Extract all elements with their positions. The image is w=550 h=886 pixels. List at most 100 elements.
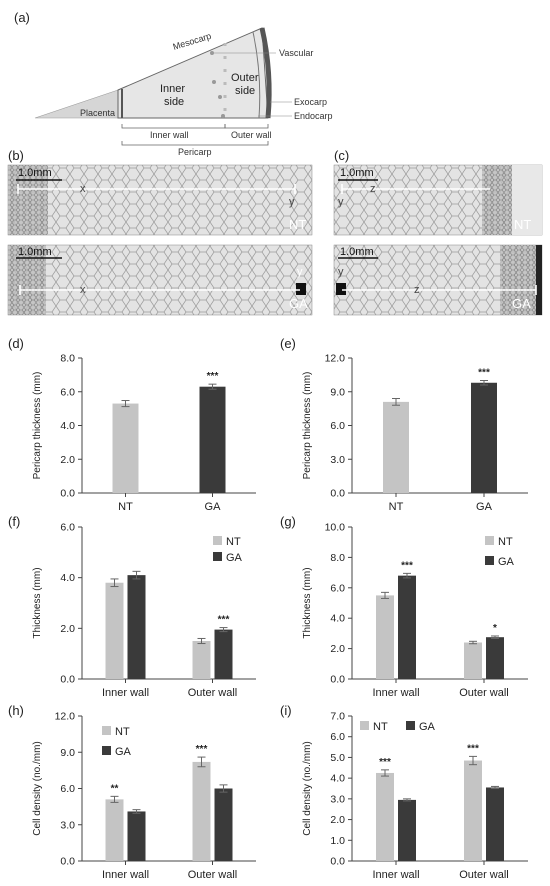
y-tick-label: 2.0 (330, 643, 345, 655)
x-tick-label: Outer wall (188, 869, 238, 881)
y-tick-label: 0.0 (330, 488, 345, 500)
treatment-c-ga: GA (512, 296, 531, 311)
y-tick-label: 5.0 (330, 752, 345, 764)
x-tick-label: NT (389, 501, 404, 513)
letter-z-c-nt: z (370, 183, 376, 195)
legend-swatch-ga (485, 556, 494, 565)
label-vascular: Vascular (279, 48, 313, 58)
letter-x-b-ga: x (80, 284, 86, 296)
panel-label-d: (d) (8, 336, 24, 351)
letter-y-b-nt: y (289, 196, 295, 208)
significance-marker: *** (467, 743, 479, 754)
bar-ga-inner-wall (127, 811, 146, 861)
legend-swatch-nt (360, 721, 369, 730)
bar-ga-inner-wall (127, 575, 146, 679)
bar-charts: (d) 0.0 2.0 4.0 6.0 8.0 Pericarp thickness (mm… (8, 336, 528, 881)
endocarp-arc (252, 31, 261, 119)
bar-ga-inner-wall (398, 799, 416, 861)
y-tick-label: 7.0 (330, 711, 345, 723)
legend-label-ga: GA (419, 721, 436, 733)
chart-h: (h) 0.0 3.0 6.0 9.0 12.0 Cell density (no./mm)… (8, 703, 256, 881)
chart-f: (f) 0.0 2.0 4.0 6.0 Thickness (mm) Inner wall O… (8, 514, 256, 699)
y-tick-label: 0.0 (330, 856, 345, 868)
y-tick-label: 8.0 (60, 353, 75, 365)
label-endocarp: Endocarp (294, 111, 333, 121)
treatment-b-ga: GA (289, 296, 308, 311)
significance-marker: *** (218, 615, 230, 626)
y-tick-label: 6.0 (60, 522, 75, 534)
y-tick-label: 4.0 (330, 613, 345, 625)
legend-label-nt: NT (498, 536, 513, 548)
micrographs: (b) (c) 1.0mm x y NT 1.0mm x y GA (7, 148, 543, 316)
bar-ga-outer-wall (486, 637, 504, 679)
treatment-b-nt: NT (289, 217, 306, 232)
bar-nt-inner-wall (376, 772, 394, 861)
label-placenta: Placenta (80, 108, 115, 118)
vascular-dot (210, 51, 214, 55)
bar-nt-inner-wall (376, 595, 394, 679)
y-tick-label: 8.0 (330, 552, 345, 564)
y-tick-label: 6.0 (330, 582, 345, 594)
bar-ga (471, 382, 497, 493)
significance-marker: * (493, 623, 497, 634)
y-tick-label: 4.0 (60, 420, 75, 432)
label-inner-wall: Inner wall (150, 130, 189, 140)
bar-nt (383, 401, 409, 493)
y-tick-label: 0.0 (330, 674, 345, 686)
panel-a: (a) Mesocarp Vascular Inner side Outer s… (14, 10, 333, 157)
x-tick-label: NT (118, 501, 133, 513)
legend-swatch-ga (213, 552, 222, 561)
legend-label-ga: GA (115, 746, 132, 758)
x-tick-label: GA (205, 501, 222, 513)
x-tick-label: Inner wall (372, 687, 419, 699)
y-tick-label: 6.0 (330, 420, 345, 432)
scale-bar-b-ga: 1.0mm (18, 246, 52, 258)
bar-ga-outer-wall (214, 629, 233, 679)
x-tick-label: GA (476, 501, 493, 513)
micrograph-c-ga: 1.0mm z y GA (333, 244, 543, 316)
legend-swatch-nt (213, 536, 222, 545)
x-tick-label: Outer wall (459, 869, 509, 881)
bar-ga (199, 386, 226, 493)
label-mesocarp: Mesocarp (172, 31, 213, 52)
significance-marker: *** (379, 757, 391, 768)
y-tick-label: 0.0 (60, 674, 75, 686)
y-tick-label: 3.0 (330, 793, 345, 805)
label-outer-wall: Outer wall (231, 130, 272, 140)
scale-bar-c-ga: 1.0mm (340, 246, 374, 258)
letter-y-c-nt: y (338, 196, 344, 208)
y-axis-title: Pericarp thickness (mm) (302, 372, 313, 480)
significance-marker: *** (401, 560, 413, 571)
letter-z-c-ga: z (414, 284, 420, 296)
y-tick-label: 0.0 (60, 856, 75, 868)
y-tick-label: 2.0 (60, 623, 75, 635)
exocarp-arc (259, 27, 272, 119)
y-tick-label: 2.0 (60, 454, 75, 466)
x-tick-label: Outer wall (188, 687, 238, 699)
y-tick-label: 12.0 (55, 711, 76, 723)
panel-label-c: (c) (334, 148, 349, 163)
label-inner-side-2: side (164, 96, 184, 108)
y-tick-label: 4.0 (330, 773, 345, 785)
panel-label-f: (f) (8, 514, 20, 529)
x-tick-label: Outer wall (459, 687, 509, 699)
y-tick-label: 3.0 (330, 454, 345, 466)
micrograph-c-nt: 1.0mm z y NT (333, 164, 543, 236)
x-tick-label: Inner wall (102, 869, 149, 881)
bar-nt-inner-wall (105, 799, 124, 861)
y-tick-label: 4.0 (60, 572, 75, 584)
x-tick-label: Inner wall (372, 869, 419, 881)
panel-label-e: (e) (280, 336, 296, 351)
y-tick-label: 3.0 (60, 819, 75, 831)
y-tick-label: 6.0 (330, 731, 345, 743)
bar-nt-outer-wall (192, 641, 211, 679)
y-tick-label: 6.0 (60, 783, 75, 795)
y-axis-title: Thickness (mm) (302, 567, 313, 638)
bar-ga-inner-wall (398, 575, 416, 679)
y-tick-label: 10.0 (325, 522, 346, 534)
significance-marker: ** (111, 783, 119, 794)
label-exocarp: Exocarp (294, 97, 327, 107)
legend-label-nt: NT (373, 721, 388, 733)
legend-label-ga: GA (226, 552, 243, 564)
scale-bar-b-nt: 1.0mm (18, 167, 52, 179)
